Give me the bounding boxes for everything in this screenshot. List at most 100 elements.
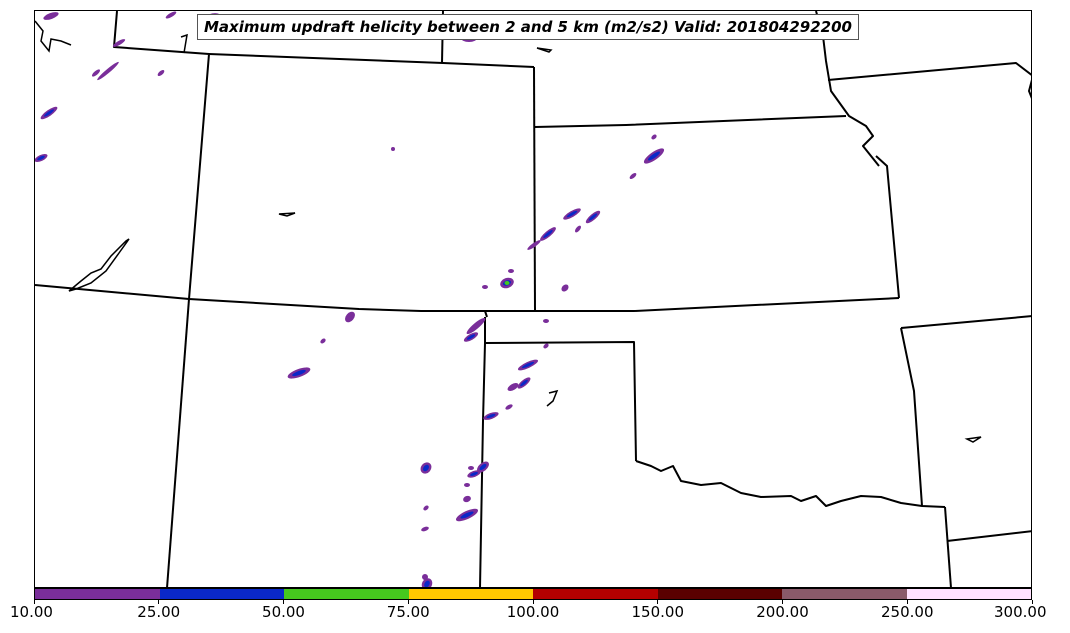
colorbar-tick [1031,600,1033,604]
helicity-swath-core [566,210,578,218]
map-canvas [35,11,1031,587]
helicity-swath-core [479,463,487,471]
colorbar-segment [284,589,409,599]
helicity-swath [651,134,657,140]
helicity-swath-core [520,379,528,387]
border-ne-north [208,53,535,68]
colorbar [34,588,1032,600]
border-ks-ok [875,155,900,299]
helicity-swath [91,69,101,77]
lake-shapes [35,20,982,443]
helicity-swath [575,225,581,233]
helicity-swath [466,317,486,335]
colorbar-segment [657,589,782,599]
colorbar-tick [532,600,534,604]
colorbar-tick-label: 10.00 [10,603,53,621]
helicity-swath [482,285,488,289]
helicity-swath-core [466,334,476,340]
helicity-swath-core [647,151,661,161]
helicity-swath-core [37,155,45,161]
helicity-swath-core [424,580,430,587]
helicity-swath [527,240,541,250]
helicity-swath [463,495,471,503]
colorbar-tick [283,600,284,604]
border-nm-az [166,298,190,587]
colorbar-tick-label: 50.00 [262,603,305,621]
colorbar-tick-label: 200.00 [756,603,809,621]
helicity-swath [561,284,569,292]
helicity-swath-core [422,464,430,472]
helicity-swath-core [470,471,478,477]
colorbar-tick [407,600,409,604]
colorbar-tick [657,600,659,604]
helicity-swath-core [543,229,553,239]
coast-nw [35,20,72,53]
mississippi-segment [1028,79,1031,99]
colorbar-tick [33,600,35,604]
helicity-swath [468,466,474,470]
border-wy-co [113,11,210,300]
helicity-swath [165,11,177,19]
colorbar-tick-label: 150.00 [631,603,685,621]
helicity-swath [391,147,395,151]
helicity-swath-core [521,361,535,369]
border-co-ok-panhandle [484,310,488,318]
helicity-swath [543,319,549,323]
helicity-swath [345,311,355,323]
helicity-swath-core [460,511,474,519]
map-title: Maximum updraft helicity between 2 and 5… [204,18,852,36]
map-title-box: Maximum updraft helicity between 2 and 5… [197,14,859,40]
border-co-ks [533,66,536,312]
border-ok-east [900,327,923,507]
helicity-swath [157,70,165,76]
helicity-swath [422,574,428,580]
helicity-swath-core [292,369,306,377]
helicity-swath-core [44,109,54,117]
colorbar-segment [782,589,907,599]
helicity-swath-core [588,213,598,221]
helicity-swath [423,505,429,511]
great-salt-lake [68,238,130,292]
border-ks-ne [534,115,847,128]
state-boundaries [35,11,1031,587]
colorbar-tick [158,600,160,604]
border-ut-az [35,284,900,312]
lake-small-1 [278,212,296,217]
lake-small-4 [964,436,982,443]
lake-small-2 [536,47,553,53]
colorbar-segment [35,589,160,599]
red-river [635,460,946,508]
colorbar-tick [782,600,783,604]
lake-small-3 [546,389,559,407]
colorbar-segment [906,589,1031,599]
colorbar-segment [533,589,658,599]
helicity-swath-peak [504,281,510,285]
border-nm-tx [479,317,486,587]
colorbar-segment [159,589,284,599]
border-tx-la [946,530,1031,542]
helicity-swath [421,526,429,532]
border-ok-panhandle [484,341,637,462]
border-mo-ia [827,62,1031,81]
colorbar-tick-label: 100.00 [506,603,560,621]
helicity-swath [43,12,59,20]
colorbar-tick-label: 250.00 [881,603,934,621]
border-ar-la [944,506,952,587]
missouri-river [815,11,880,167]
helicity-swath [320,338,326,344]
map-panel [34,10,1032,588]
colorbar-tick-label: 300.00 [994,603,1047,621]
colorbar-tick-label: 25.00 [137,603,181,621]
helicity-swath [505,404,513,410]
helicity-swath [629,173,637,179]
colorbar-tick [906,600,908,604]
colorbar-tick-label: 75.00 [386,603,430,621]
border-mo-ar [900,315,1031,329]
flathead [180,33,188,54]
helicity-swath [543,343,549,349]
helicity-swath [97,61,119,81]
helicity-swath-core [486,413,496,419]
helicity-swath [112,39,126,47]
helicity-swath [507,383,519,391]
helicity-swath [464,483,470,487]
